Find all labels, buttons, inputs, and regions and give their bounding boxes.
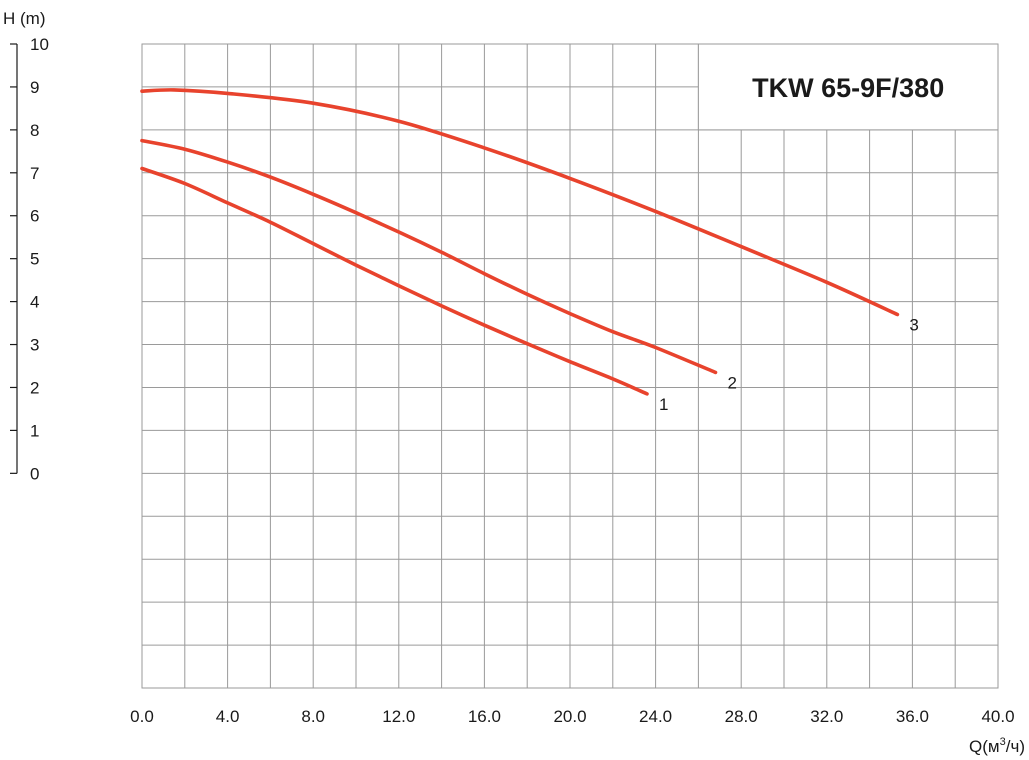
plot-frame	[141, 43, 999, 689]
series-line-3	[140, 88, 900, 317]
x-axis-title: Q(м3/ч)	[969, 736, 1025, 756]
y-axis: 0 1 2 3 4 5 6 7 8 9 10	[10, 35, 49, 483]
x-tick-label: 4.0	[216, 707, 240, 726]
y-tick-label: 5	[30, 250, 39, 269]
x-tick-label: 36.0	[896, 707, 929, 726]
x-tick-label: 24.0	[639, 707, 672, 726]
x-axis: 0.0 4.0 8.0 12.0 16.0 20.0 24.0 28.0 32.0 36.0 40.…	[130, 707, 1014, 726]
x-tick-label: 12.0	[382, 707, 415, 726]
x-tick-label: 20.0	[553, 707, 586, 726]
y-tick-label: 8	[30, 121, 39, 140]
horizontal-gridlines	[142, 86, 998, 646]
title-box-background	[697, 43, 999, 131]
y-tick-label: 0	[30, 464, 39, 483]
y-tick-label: 7	[30, 164, 39, 183]
x-tick-label: 40.0	[981, 707, 1014, 726]
series-layer: 1 2 3	[140, 88, 919, 414]
series-line-1	[140, 166, 649, 396]
x-tick-label: 32.0	[810, 707, 843, 726]
series-line-2	[140, 138, 718, 375]
y-tick-label: 4	[30, 293, 39, 312]
y-axis-title: H (m)	[3, 9, 45, 28]
y-tick-label: 6	[30, 207, 39, 226]
x-tick-label: 28.0	[725, 707, 758, 726]
x-tick-label: 0.0	[130, 707, 154, 726]
y-tick-label: 10	[30, 35, 49, 54]
y-tick-label: 2	[30, 378, 39, 397]
chart-title: TKW 65-9F/380	[752, 73, 944, 103]
series-label-1: 1	[659, 395, 668, 414]
x-tick-label: 8.0	[301, 707, 325, 726]
title-box: TKW 65-9F/380	[697, 43, 999, 131]
series-label-3: 3	[909, 315, 918, 334]
y-tick-label: 1	[30, 421, 39, 440]
y-tick-label: 9	[30, 78, 39, 97]
y-tick-label: 3	[30, 336, 39, 355]
x-tick-label: 16.0	[468, 707, 501, 726]
vertical-gridlines	[184, 44, 956, 688]
series-label-2: 2	[728, 373, 737, 392]
